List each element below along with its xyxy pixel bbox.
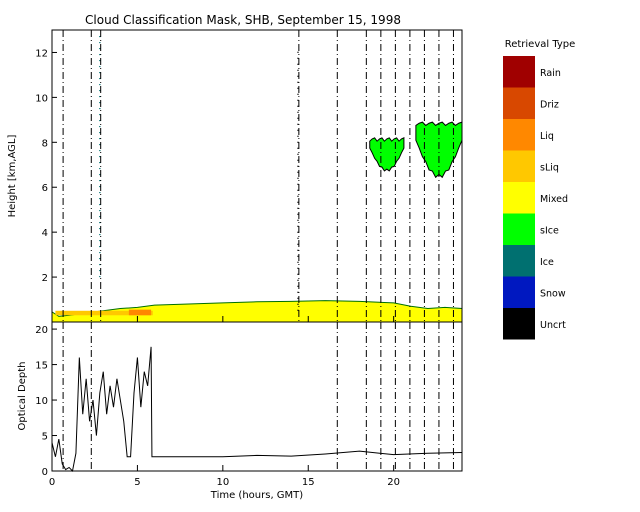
top-y-tick-label: 4 — [42, 228, 48, 239]
cloud-region-sliq-1 — [55, 310, 153, 316]
top-y-axis-title: Height [km,AGL] — [7, 135, 18, 218]
legend-swatch-sliq — [503, 150, 535, 182]
x-tick-label: 5 — [134, 477, 140, 488]
bottom-y-tick-label: 15 — [35, 361, 48, 372]
legend-label-ice: Ice — [540, 257, 554, 268]
top-y-tick-label: 8 — [42, 138, 48, 149]
top-y-tick-label: 10 — [35, 93, 48, 104]
legend-label-sliq: sLiq — [540, 162, 559, 173]
legend-swatch-uncrt — [503, 308, 535, 340]
top-y-tick-label: 6 — [42, 183, 48, 194]
legend-label-uncrt: Uncrt — [540, 320, 566, 331]
legend-swatch-sice — [503, 213, 535, 245]
legend-swatch-driz — [503, 87, 535, 119]
x-axis-title: Time (hours, GMT) — [210, 490, 304, 501]
legend-swatch-mixed — [503, 182, 535, 214]
cloud-region-liq-2 — [128, 309, 152, 316]
top-dashed-lines — [62, 30, 454, 322]
legend: Retrieval Type Rain Driz Liq sLiq Mixed sIce I… — [503, 39, 575, 340]
legend-swatch-snow — [503, 276, 535, 308]
bottom-y-axis: 0 5 10 15 20 — [35, 325, 57, 478]
bottom-y-tick-label: 0 — [42, 467, 48, 478]
bottom-panel: 0 5 10 15 20 0 5 10 15 20 Optical Depth Time (ho… — [17, 316, 463, 501]
legend-swatch-liq — [503, 119, 535, 151]
bottom-y-axis-title: Optical Depth — [17, 362, 28, 431]
legend-swatch-ice — [503, 245, 535, 277]
chart-title: Cloud Classification Mask, SHB, Septembe… — [85, 13, 401, 27]
legend-label-snow: Snow — [540, 288, 566, 299]
legend-label-mixed: Mixed — [540, 194, 568, 205]
top-y-tick-label: 2 — [42, 273, 48, 284]
bottom-dashed-lines — [62, 322, 454, 471]
bottom-y-tick-label: 20 — [35, 325, 48, 336]
bottom-y-tick-label: 5 — [42, 432, 48, 443]
legend-label-rain: Rain — [540, 68, 561, 79]
legend-swatch-rain — [503, 56, 535, 88]
x-axis: 0 5 10 15 20 — [49, 316, 400, 488]
x-tick-label: 20 — [387, 477, 400, 488]
optical-depth-line-0 — [51, 346, 463, 473]
top-panel: 2 4 6 8 10 12 Height [km,AGL] — [7, 29, 463, 323]
bottom-y-tick-label: 10 — [35, 396, 48, 407]
legend-label-liq: Liq — [540, 131, 554, 142]
optical-depth-series — [51, 346, 463, 473]
legend-title: Retrieval Type — [505, 39, 576, 50]
top-y-tick-label: 12 — [35, 48, 48, 59]
x-tick-label: 10 — [216, 477, 229, 488]
bottom-plot-frame — [51, 321, 463, 472]
top-y-axis: 2 4 6 8 10 12 — [35, 48, 57, 284]
x-tick-label: 0 — [49, 477, 55, 488]
legend-label-driz: Driz — [540, 99, 559, 110]
x-tick-label: 15 — [302, 477, 315, 488]
top-plot-frame — [51, 29, 463, 323]
cloud-layer — [51, 34, 463, 323]
legend-label-sice: sIce — [540, 225, 559, 236]
cloud-region-sice-3 — [369, 137, 405, 172]
